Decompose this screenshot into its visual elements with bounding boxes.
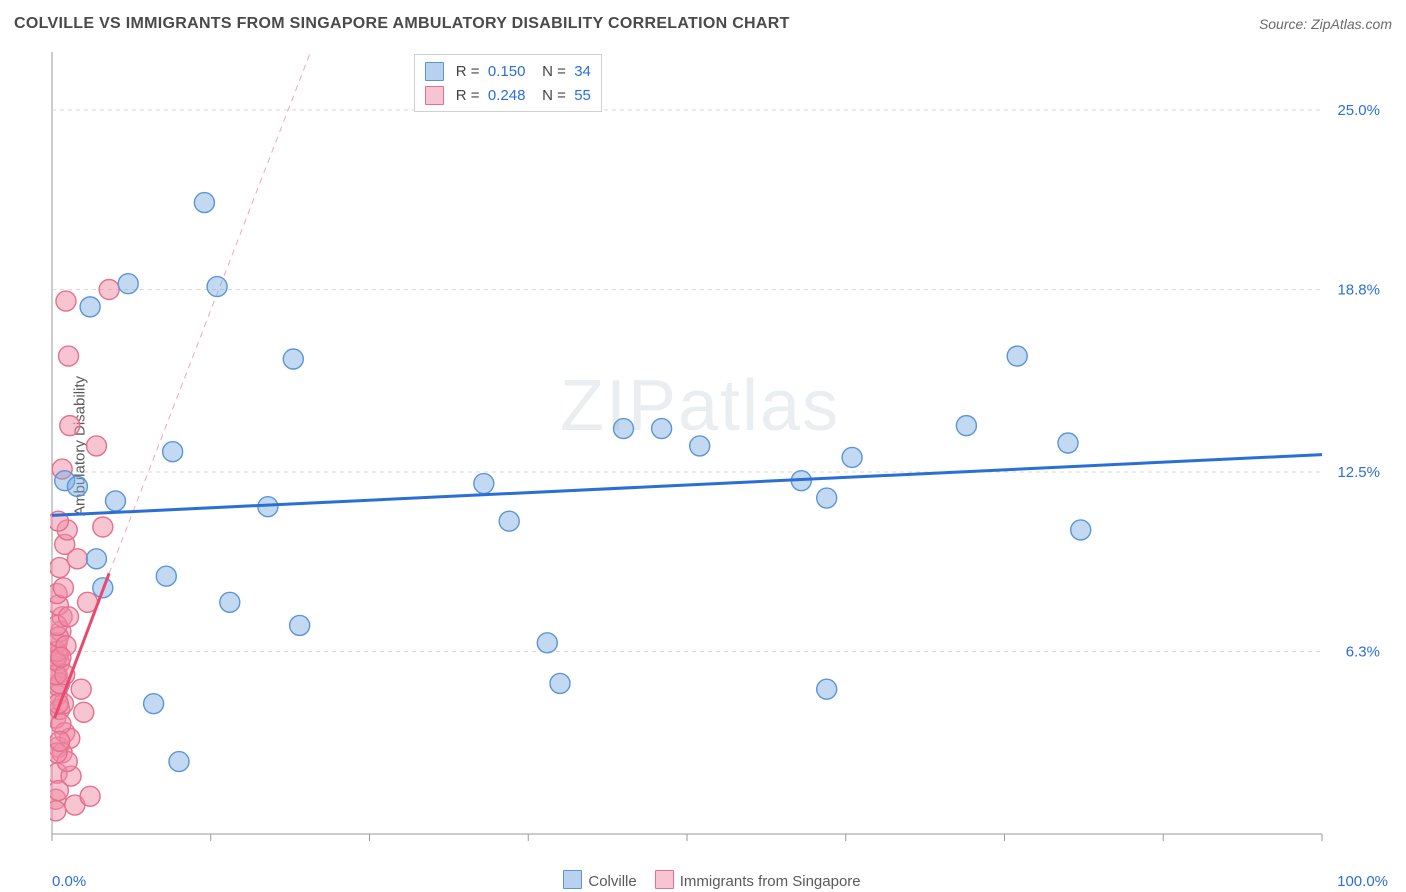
legend-swatch xyxy=(563,870,582,889)
svg-text:18.8%: 18.8% xyxy=(1337,281,1380,298)
source-prefix: Source: xyxy=(1259,16,1311,32)
source-name: ZipAtlas.com xyxy=(1311,16,1392,32)
legend-swatch xyxy=(425,86,444,105)
stats-legend: R = 0.150 N = 34 R = 0.248 N = 55 xyxy=(414,54,602,112)
series-legend: Colville Immigrants from Singapore xyxy=(0,870,1406,890)
source-attribution: Source: ZipAtlas.com xyxy=(1259,16,1392,32)
scatter-svg: 6.3% 12.5% 18.8% 25.0% xyxy=(50,50,1392,862)
legend-swatch xyxy=(425,62,444,81)
legend-label: Colville xyxy=(588,873,636,890)
x-axis-min-label: 0.0% xyxy=(52,873,86,890)
stats-row: R = 0.150 N = 34 xyxy=(425,59,591,83)
legend-swatch xyxy=(655,870,674,889)
stats-text: R = 0.150 N = 34 xyxy=(452,63,591,80)
svg-text:25.0%: 25.0% xyxy=(1337,102,1380,119)
x-axis-max-label: 100.0% xyxy=(1337,873,1388,890)
chart-title: COLVILLE VS IMMIGRANTS FROM SINGAPORE AM… xyxy=(14,15,790,33)
plot-area: 6.3%12.5%18.8%25.0% ZIPatlas R = 0.150 N… xyxy=(50,50,1392,862)
svg-text:12.5%: 12.5% xyxy=(1337,464,1380,481)
stats-text: R = 0.248 N = 55 xyxy=(452,87,591,104)
title-bar: COLVILLE VS IMMIGRANTS FROM SINGAPORE AM… xyxy=(0,0,1406,40)
stats-row: R = 0.248 N = 55 xyxy=(425,83,591,107)
legend-label: Immigrants from Singapore xyxy=(680,873,861,890)
svg-text:6.3%: 6.3% xyxy=(1346,644,1380,661)
